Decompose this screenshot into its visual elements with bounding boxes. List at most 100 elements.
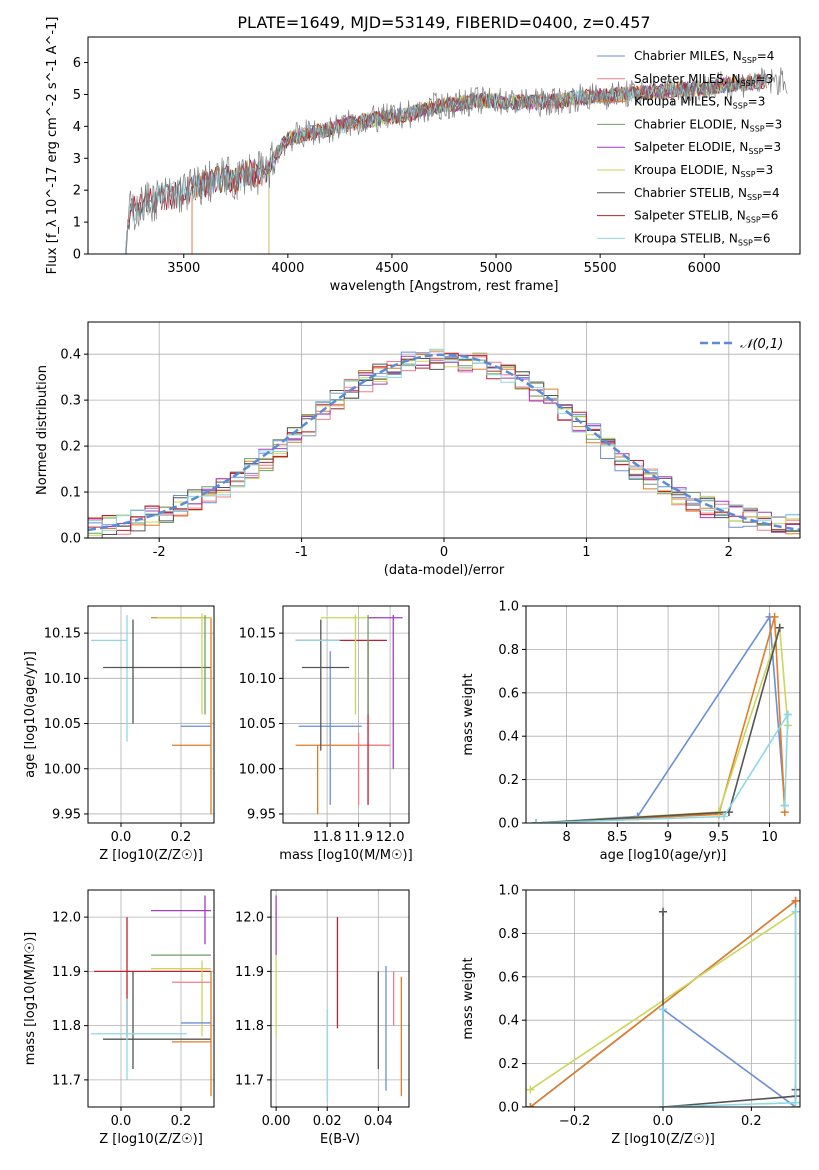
plot-area [91,613,212,814]
weight-marker [775,623,784,632]
y-tick-label: 10.00 [239,762,276,777]
x-tick-label: 6000 [688,261,721,276]
x-tick-label: 8 [562,830,570,845]
x-tick-label: 10 [761,830,778,845]
legend-entry: Salpeter ELODIE, NSSP=3 [634,140,781,156]
plot-area [91,895,212,1097]
x-axis-label: mass [log10(M/M☉)] [279,848,412,863]
y-tick-label: 9.95 [247,807,276,822]
y-tick-label: 0.4 [498,730,519,745]
y-tick-label: 4 [73,120,81,135]
y-tick-label: 0.0 [60,532,81,547]
x-axis-label: Z [log10(Z/Z☉)] [99,848,203,863]
legend-entry: 𝒩(0,1) [740,337,783,352]
x-tick-label: 1 [582,545,590,560]
plot-area [295,615,403,814]
x-tick-label: 0.04 [364,1114,393,1129]
plot-area [121,67,788,254]
y-tick-label: 6 [73,56,81,71]
y-tick-label: 0.0 [498,1101,519,1116]
axes-frame [525,605,801,824]
axes-frame [87,321,801,539]
y-axis-label: mass weight [461,673,476,755]
x-tick-label: 8.5 [607,830,628,845]
y-tick-label: 0.2 [60,440,81,455]
legend-entry: Kroupa MILES, NSSP=3 [634,95,765,111]
legend-entry: Salpeter STELIB, NSSP=6 [634,209,778,225]
x-tick-label: 12.0 [376,830,405,845]
y-tick-label: 0.2 [498,1057,519,1072]
axes-frame [87,605,215,824]
y-tick-label: 0.4 [498,1014,519,1029]
weight-marker [659,1005,667,1014]
weight-marker [659,1103,667,1107]
y-tick-label: 0.4 [60,348,81,363]
weight-line [662,911,797,1107]
axes-frame [270,889,410,1108]
legend-entry: Kroupa STELIB, NSSP=6 [634,231,771,247]
weight-marker [770,612,779,621]
x-axis-label: wavelength [Angstrom, rest frame] [330,279,559,294]
chart-weight_vs_age: 8 8.5 9 9.5 10 0.0 0.2 0.4 0.6 0.8 1.0 age [log10(a… [461,600,801,863]
legend: Chabrier MILES, NSSP=4 Salpeter MILES, NS… [597,49,782,247]
x-tick-label: 0.00 [262,1114,291,1129]
y-tick-label: 10.15 [44,627,81,642]
y-tick-label: 10.10 [44,672,81,687]
weight-line [536,711,789,823]
x-tick-label: 0.0 [653,1114,674,1129]
x-tick-label: −0.2 [559,1114,591,1129]
y-axis-label: Flux [f_λ 10^-17 erg cm^-2 s^-1 A^-1] [45,17,60,275]
weight-marker [526,1085,535,1094]
x-tick-label: -1 [295,545,308,560]
plot-area [275,895,402,1102]
y-tick-label: 0.3 [60,394,81,409]
observed-spectrum-line [121,67,788,254]
axes-frame [87,889,215,1108]
y-tick-label: 11.7 [235,1073,264,1088]
axes-frame [282,605,410,824]
x-tick-label: 11.8 [313,830,342,845]
axes-frame [525,889,801,1108]
chart-mass_vs_ebv: 0.00 0.02 0.04 11.7 11.8 11.9 12.0 E(B-V) [235,889,410,1147]
y-tick-label: 0.6 [498,686,519,701]
x-tick-label: 4000 [271,261,304,276]
weight-marker [719,812,728,821]
y-tick-label: 10.00 [44,762,81,777]
histogram-step [101,357,800,538]
y-tick-label: 11.9 [235,965,264,980]
y-tick-label: 10.05 [239,717,276,732]
weight-marker [780,801,789,810]
x-tick-label: 2 [725,545,733,560]
x-tick-label: 0.0 [111,1114,132,1129]
y-tick-label: 0 [73,248,81,263]
y-tick-label: 12.0 [235,911,264,926]
x-axis-label: Z [log10(Z/Z☉)] [99,1132,203,1147]
legend-entry: Chabrier MILES, NSSP=4 [634,49,774,65]
x-axis-label: Z [log10(Z/Z☉)] [611,1132,715,1147]
y-tick-label: 0.8 [498,927,519,942]
y-tick-label: 0.0 [498,817,519,832]
legend-entry: Chabrier ELODIE, NSSP=3 [634,117,782,133]
chart-age_vs_mass: 11.8 11.9 12.0 9.95 10.00 10.05 10.10 10.15 mass… [239,605,413,863]
x-tick-label: 0.2 [171,830,192,845]
x-tick-label: 9 [664,830,672,845]
y-tick-label: 1 [73,216,81,231]
x-tick-label: 11.9 [344,830,373,845]
weight-line [662,911,797,1107]
x-tick-label: 5000 [479,261,512,276]
y-tick-label: 5 [73,88,81,103]
chart-mass_vs_Z: 0.0 0.2 11.7 11.8 11.9 12.0 Z [log10(Z/Z☉)] mas… [23,889,215,1147]
y-tick-label: 11.8 [235,1019,264,1034]
y-tick-label: 10.15 [239,627,276,642]
y-axis-label: Normed distribution [35,365,50,495]
weight-marker [791,896,800,905]
y-tick-label: 12.0 [52,911,81,926]
plot-area [88,348,800,538]
y-tick-label: 11.8 [52,1019,81,1034]
x-tick-label: 0 [440,545,448,560]
legend-entry: Kroupa ELODIE, NSSP=3 [634,163,773,179]
chart-weight_vs_Z: −0.2 0.0 0.2 0.0 0.2 0.4 0.6 0.8 1.0 Z [log10(Z/Z… [461,884,801,1147]
weight-marker [783,710,792,719]
x-tick-label: 0.2 [171,1114,192,1129]
